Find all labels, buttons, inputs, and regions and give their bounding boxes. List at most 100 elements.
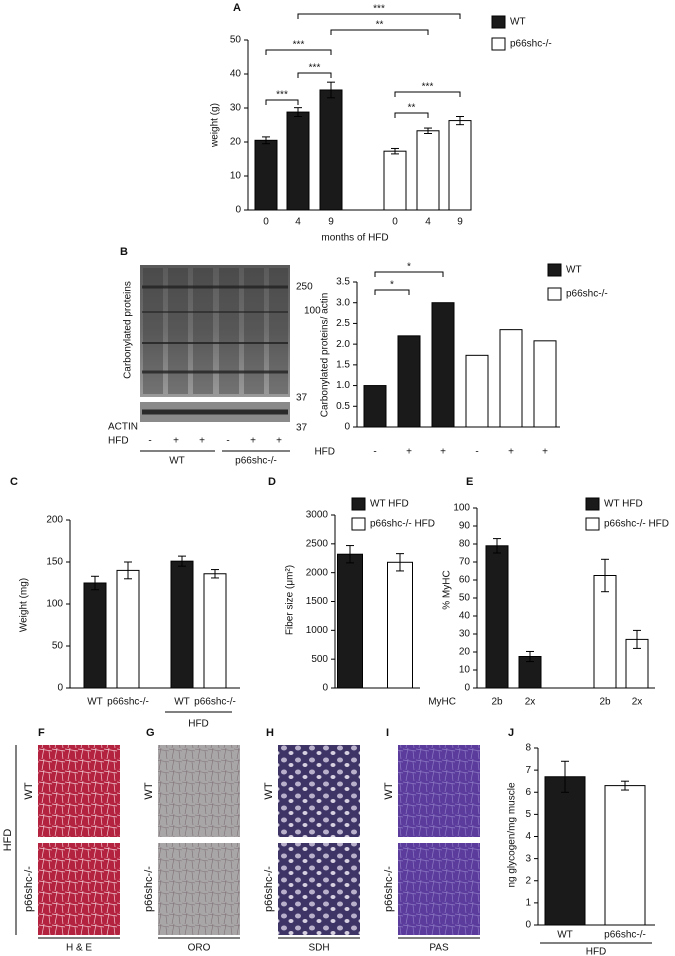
x-tick-label: WT bbox=[557, 930, 573, 941]
bar bbox=[499, 329, 523, 428]
row-label: WT bbox=[263, 782, 275, 799]
legend-swatch bbox=[491, 37, 506, 51]
x-tick-label: WT bbox=[87, 697, 103, 708]
x-tick-label: 0 bbox=[263, 217, 269, 228]
y-tick-label: 50 bbox=[230, 35, 242, 46]
panel-letter: D bbox=[268, 476, 276, 488]
y-tick-label: 2.0 bbox=[336, 339, 350, 350]
bar bbox=[593, 575, 617, 689]
error-bar bbox=[601, 558, 609, 593]
y-tick-label: 0 bbox=[57, 683, 63, 694]
y-tick-label: 10 bbox=[230, 171, 242, 182]
legend-label: p66shc-/- HFD bbox=[370, 519, 435, 530]
error-bar bbox=[346, 545, 354, 564]
bar bbox=[116, 569, 140, 689]
y-axis-label: weight (g) bbox=[210, 103, 221, 148]
y-tick-label: 60 bbox=[459, 575, 471, 586]
blot-ylabel: Carbonylated proteins bbox=[123, 281, 134, 379]
y-tick-label: 1500 bbox=[306, 596, 329, 607]
row-label: HFD bbox=[314, 447, 335, 458]
side-label: HFD bbox=[2, 829, 14, 852]
histology-image bbox=[38, 745, 120, 837]
x-tick-label: 2x bbox=[632, 697, 643, 708]
y-tick-label: 30 bbox=[230, 103, 242, 114]
y-tick-label: 0 bbox=[525, 920, 531, 931]
y-tick-label: 8 bbox=[525, 743, 531, 754]
y-tick-label: 6 bbox=[525, 787, 531, 798]
bar bbox=[254, 139, 278, 211]
error-bar bbox=[124, 561, 132, 580]
y-tick-label: 3.0 bbox=[336, 297, 350, 308]
mw-marker: 250 bbox=[296, 282, 313, 293]
row-label: WT bbox=[383, 782, 395, 799]
hfd-sign: + bbox=[250, 436, 256, 447]
significance-bracket bbox=[297, 72, 332, 78]
row-label: p66shc-/- bbox=[383, 866, 395, 912]
error-bar bbox=[424, 127, 432, 134]
x-tick-label: 2x bbox=[525, 697, 536, 708]
histology-image bbox=[278, 843, 360, 935]
y-tick-label: 2500 bbox=[306, 538, 329, 549]
error-bar bbox=[211, 569, 219, 579]
hfd-sign: - bbox=[148, 436, 151, 447]
significance-label: *** bbox=[309, 63, 321, 74]
bar bbox=[387, 561, 413, 689]
group-label: WT bbox=[169, 456, 185, 467]
error-bar bbox=[561, 760, 569, 793]
y-tick-label: 10 bbox=[459, 665, 471, 676]
significance-label: *** bbox=[276, 90, 288, 101]
significance-label: * bbox=[407, 262, 411, 273]
y-tick-label: 0 bbox=[344, 422, 350, 433]
error-bar bbox=[456, 116, 464, 126]
mw-marker: 37 bbox=[296, 423, 308, 434]
histology-image bbox=[158, 843, 240, 935]
mw-marker: 37 bbox=[296, 393, 308, 404]
x-tick-label: p66shc-/- bbox=[107, 697, 149, 708]
bar bbox=[416, 130, 440, 211]
significance-bracket bbox=[265, 49, 332, 55]
legend-swatch bbox=[491, 15, 506, 29]
row-label: p66shc-/- bbox=[263, 866, 275, 912]
y-axis-label: Weight (mg) bbox=[19, 578, 30, 632]
y-tick-label: 30 bbox=[459, 629, 471, 640]
significance-label: ** bbox=[408, 103, 416, 114]
y-tick-label: 100 bbox=[453, 503, 470, 514]
group-label: HFD bbox=[188, 719, 209, 730]
y-tick-label: 70 bbox=[459, 557, 471, 568]
bar bbox=[286, 111, 310, 211]
bar bbox=[383, 150, 407, 211]
x-tick-label: 4 bbox=[425, 217, 431, 228]
y-tick-label: 200 bbox=[46, 515, 63, 526]
error-bar bbox=[91, 575, 99, 591]
bar bbox=[485, 545, 509, 689]
error-bar bbox=[262, 136, 270, 145]
x-tick-label: 0 bbox=[392, 217, 398, 228]
stain-label: PAS bbox=[429, 943, 449, 954]
panel-letter: C bbox=[10, 476, 18, 488]
x-tick-label: + bbox=[508, 447, 514, 458]
y-tick-label: 7 bbox=[525, 765, 531, 776]
significance-label: ** bbox=[376, 20, 384, 31]
stain-label: SDH bbox=[308, 943, 329, 954]
y-tick-label: 1.0 bbox=[336, 380, 350, 391]
error-bar bbox=[391, 147, 399, 155]
legend-label: p66shc-/- bbox=[566, 289, 608, 300]
row-label: WT bbox=[143, 782, 155, 799]
y-tick-label: 40 bbox=[230, 69, 242, 80]
legend-label: WT HFD bbox=[370, 499, 409, 510]
x-tick-label: 2b bbox=[491, 697, 503, 708]
y-tick-label: 1 bbox=[525, 898, 531, 909]
stain-label: ORO bbox=[188, 943, 211, 954]
legend-label: p66shc-/- bbox=[510, 39, 552, 50]
significance-label: * bbox=[390, 280, 394, 291]
y-tick-label: 100 bbox=[46, 599, 63, 610]
y-tick-label: 2000 bbox=[306, 567, 329, 578]
legend-swatch bbox=[351, 497, 366, 511]
y-tick-label: 1.5 bbox=[336, 359, 350, 370]
panel-letter: G bbox=[146, 727, 155, 739]
legend-label: WT HFD bbox=[604, 499, 643, 510]
legend-swatch bbox=[351, 517, 366, 531]
hfd-sign: + bbox=[276, 436, 282, 447]
significance-label: *** bbox=[373, 4, 385, 15]
bar bbox=[319, 89, 343, 211]
